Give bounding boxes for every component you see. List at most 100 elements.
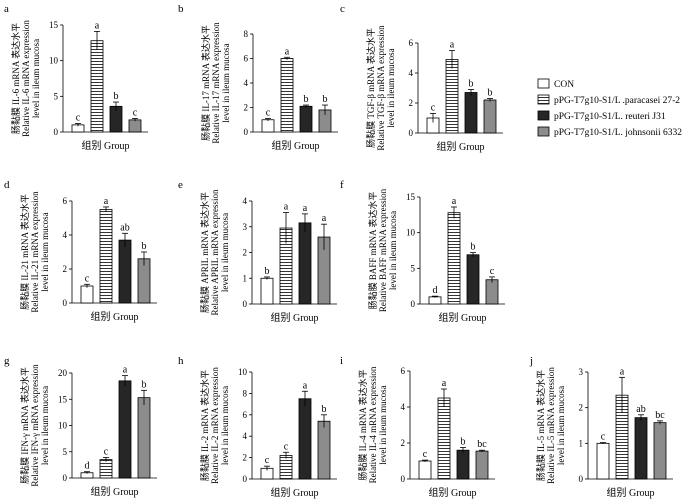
bar-j31	[118, 239, 132, 304]
legend-label-j31: pPG-T7g10-S1/L. reuteri J31	[554, 112, 666, 122]
bar-j31	[299, 105, 313, 133]
significance-letter: a	[620, 366, 625, 377]
x-axis-label: 组别 Group	[438, 311, 486, 324]
y-tick-label: 2	[579, 403, 584, 413]
bar-j31	[456, 449, 470, 480]
panel-c: c 0 2 4 6 c a b b 组别 Group 肠黏膜 TGF-β mRNA 表达水平 Rela…	[340, 3, 503, 153]
y-axis-label: Relative IL-4 mRNA expression	[368, 366, 378, 483]
y-tick-label: 0	[243, 474, 248, 484]
legend-swatch-l27	[537, 94, 550, 105]
significance-letter: bc	[655, 410, 665, 421]
y-axis-label: 肠黏膜 APRIL mRNA 表达水平	[199, 192, 210, 313]
bar-l27	[99, 209, 113, 304]
panel-label: d	[4, 179, 10, 191]
y-axis-label: 肠黏膜 IL-17 mRNA 表达水平	[200, 25, 211, 141]
bar-j6332	[317, 420, 331, 480]
significance-letter: c	[601, 432, 606, 443]
significance-letter: a	[442, 378, 447, 389]
significance-letter: a	[285, 46, 290, 57]
panel-label: e	[178, 179, 183, 191]
x-axis-label: 组别 Group	[436, 140, 484, 153]
y-axis-label: Relative IL-21 mRNA expression	[30, 191, 40, 313]
y-axis-label: Relative IFN-γ mRNA expression	[30, 364, 40, 487]
legend-swatch-con	[537, 78, 550, 89]
legend-swatch-j31	[537, 110, 550, 121]
bar-con	[260, 277, 274, 305]
panel-label: j	[529, 355, 533, 367]
y-tick-label: 2	[409, 98, 414, 108]
significance-letter: a	[450, 40, 455, 51]
legend-label-l27: pPG-T7g10-S1/L .paracasei 27-2	[554, 96, 680, 106]
y-tick-label: 10	[406, 228, 416, 238]
y-tick-label: 8	[243, 388, 248, 398]
y-axis-label: level in ileum mucosa	[388, 211, 398, 290]
panel-label: g	[4, 355, 10, 367]
y-axis-label: Relative TGF-β mRNA expression	[376, 25, 386, 151]
legend-label-con: CON	[554, 80, 574, 90]
y-tick-label: 2	[63, 264, 68, 274]
panel-label: h	[178, 355, 184, 367]
y-axis-label: level in ileum mucosa	[556, 386, 566, 465]
significance-letter: b	[304, 94, 309, 105]
y-tick-label: 5	[411, 263, 416, 273]
panel-label: b	[178, 3, 184, 15]
y-tick-label: 0	[243, 299, 248, 309]
x-axis-label: 组别 Group	[81, 139, 129, 152]
significance-letter: a	[452, 196, 457, 207]
bar-j6332	[485, 279, 499, 305]
significance-letter: b	[323, 94, 328, 105]
legend-swatch-j6332	[537, 126, 550, 137]
significance-letter: b	[322, 404, 327, 415]
panel-label: a	[4, 3, 9, 15]
y-tick-label: 4	[243, 196, 248, 206]
bar-l27	[99, 459, 113, 479]
panel-label: c	[340, 3, 345, 15]
bar-j6332	[475, 450, 489, 480]
y-tick-label: 0	[63, 473, 68, 483]
y-tick-label: 2	[401, 438, 406, 448]
x-axis-label: 组别 Group	[90, 485, 138, 498]
y-axis-label: level in ileum mucosa	[378, 385, 388, 464]
y-tick-label: 4	[63, 230, 68, 240]
y-axis-label: level in ileum mucosa	[221, 43, 231, 122]
x-axis-label: 组别 Group	[428, 486, 476, 499]
y-axis-label: Relative APRIL mRNA expression	[210, 189, 220, 315]
y-tick-label: 6	[244, 54, 249, 64]
y-tick-label: 4	[401, 402, 406, 412]
y-axis-label: 肠黏膜 IL-4 mRNA 表达水平	[357, 369, 368, 480]
significance-letter: c	[284, 441, 289, 452]
significance-letter: a	[104, 196, 109, 207]
bar-j31	[298, 222, 312, 305]
significance-letter: c	[266, 108, 271, 119]
y-tick-label: 0	[63, 298, 68, 308]
y-tick-label: 10	[58, 421, 68, 431]
x-axis-label: 组别 Group	[270, 486, 318, 499]
y-tick-label: 6	[243, 410, 248, 420]
significance-letter: b	[265, 266, 270, 277]
bar-j31	[634, 417, 648, 480]
y-tick-label: 5	[54, 91, 59, 101]
panel-d: d 0 2 4 6 c a ab b 组别 Group 肠黏膜 IL-21 mRNA 表达水平 Rel…	[4, 179, 157, 323]
y-axis-label: level in ileum mucosa	[386, 48, 396, 127]
panel-h: h 0 2 4 6 8 10 c c a b 组别 Group 肠黏膜 IL-2 mRNA 表达水平 Re…	[178, 355, 337, 499]
y-axis-label: 肠黏膜 IL-2 mRNA 表达水平	[199, 370, 210, 481]
bar-l27	[90, 40, 104, 133]
significance-letter: c	[431, 103, 436, 114]
bar-j31	[466, 254, 480, 305]
legend: CON pPG-T7g10-S1/L .paracasei 27-2 pPG-T7g…	[537, 78, 682, 138]
significance-letter: c	[490, 266, 495, 277]
bar-l27	[447, 212, 461, 305]
y-axis-label: level in ileum mucosa	[40, 386, 50, 465]
y-tick-label: 6	[63, 196, 68, 206]
significance-letter: a	[303, 380, 308, 391]
y-axis-label: 肠黏膜 IL-6 mRNA 表达水平	[10, 23, 21, 134]
y-axis-label: level in ileum mucosa	[40, 212, 50, 291]
significance-letter: b	[469, 79, 474, 90]
y-tick-label: 15	[58, 394, 68, 404]
bar-l27	[437, 397, 451, 480]
panel-i: i 0 2 4 6 c a b bc 组别 Group 肠黏膜 IL-4 mRNA 表达水平 Rela…	[340, 355, 495, 499]
y-tick-label: 0	[579, 474, 584, 484]
y-axis-label: 肠黏膜 TGF-β mRNA 表达水平	[365, 28, 376, 148]
